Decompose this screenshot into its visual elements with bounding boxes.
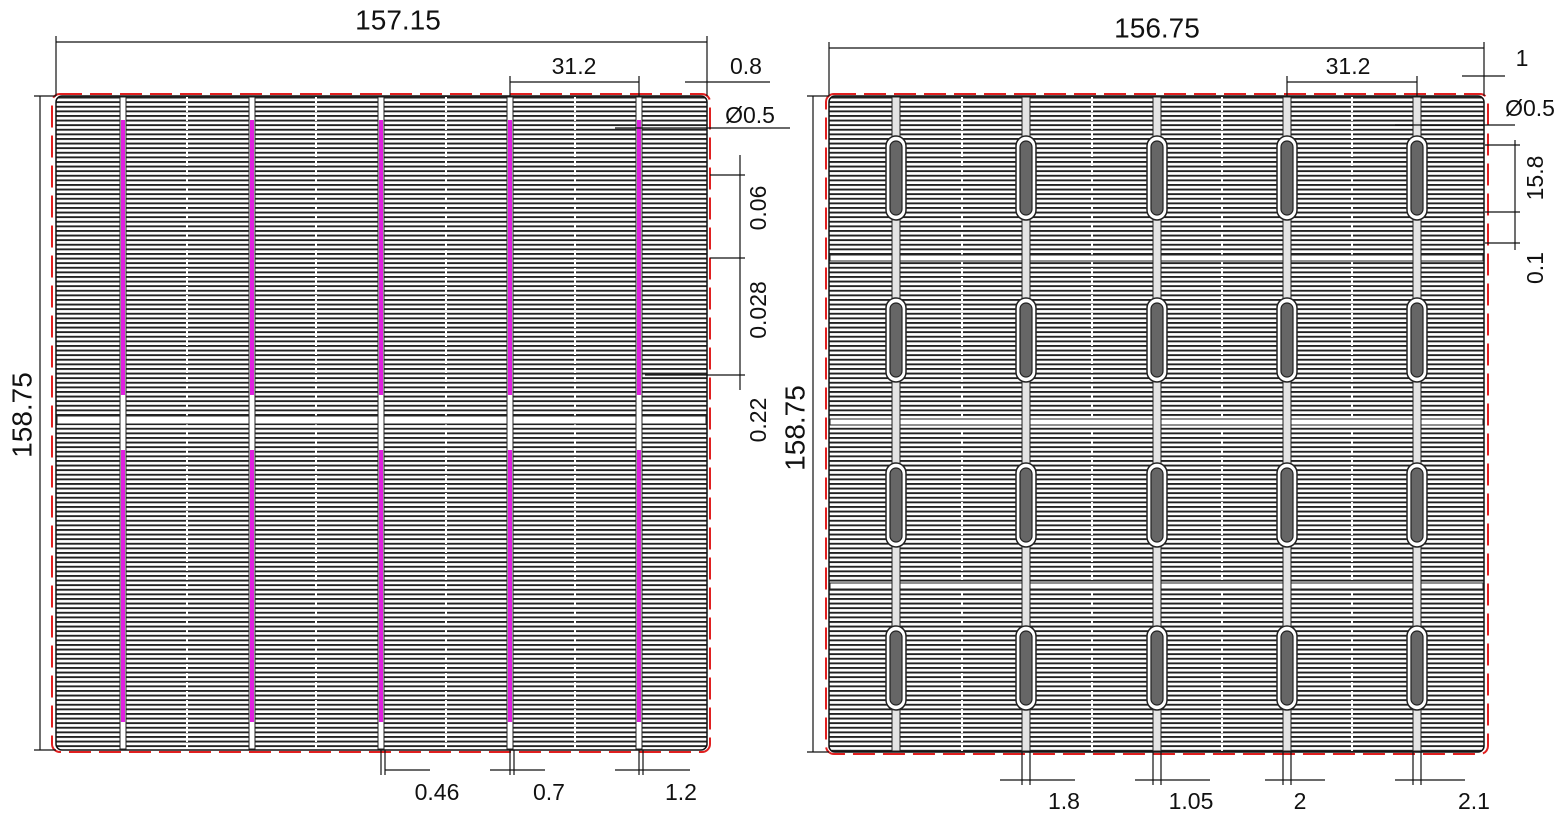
dim-pad-gap: 0.1: [1522, 252, 1548, 284]
pad-inner: [1019, 140, 1033, 216]
dim-height: 158.75: [779, 385, 810, 471]
pad-inner: [1019, 467, 1033, 543]
dim-pitch: 31.2: [552, 53, 597, 79]
dim-width: 156.75: [1114, 12, 1200, 43]
dim-band: 0.22: [745, 398, 771, 443]
dim-width: 157.15: [355, 4, 441, 35]
busbar-gap: [635, 96, 643, 750]
pad-inner: [1019, 302, 1033, 378]
dim-bottom: 0.7: [533, 779, 565, 805]
dim-bottom: 1.05: [1169, 788, 1214, 814]
dim-bottom: 2.1: [1458, 788, 1490, 814]
dim-edge: 0.8: [730, 53, 762, 79]
dim-hole: Ø0.5: [1505, 95, 1555, 121]
dim-edge: 1: [1516, 45, 1529, 71]
features: [56, 96, 1484, 752]
busbar-gap: [119, 96, 127, 750]
dim-finger-width: 0.028: [745, 281, 771, 339]
busbar-gap: [377, 96, 385, 750]
busbar-gap: [506, 96, 514, 750]
busbar: [1021, 96, 1031, 752]
busbar: [1152, 96, 1162, 752]
pad-inner: [1150, 630, 1164, 706]
busbar-gap: [248, 96, 256, 750]
busbar: [1412, 96, 1422, 752]
pad-inner: [1280, 302, 1294, 378]
pad-inner: [889, 302, 903, 378]
dim-pad-length: 15.8: [1522, 156, 1548, 201]
pad-inner: [1150, 140, 1164, 216]
pad-inner: [889, 630, 903, 706]
pad-inner: [1280, 467, 1294, 543]
pad-inner: [1280, 140, 1294, 216]
dim-height: 158.75: [6, 372, 37, 458]
pad-inner: [1019, 630, 1033, 706]
busbar: [1282, 96, 1292, 752]
dimension-lines-left: [34, 36, 790, 775]
dim-finger-gap: 0.06: [745, 186, 771, 231]
dim-bottom: 1.2: [665, 779, 697, 805]
busbar: [891, 96, 901, 752]
pad-inner: [1410, 140, 1424, 216]
pad-inner: [1410, 302, 1424, 378]
cell-right-outline: [825, 93, 1489, 755]
dim-hole: Ø0.5: [725, 102, 775, 128]
pad-inner: [1410, 630, 1424, 706]
dimension-lines-right: [807, 42, 1520, 785]
pad-inner: [1150, 467, 1164, 543]
pad-inner: [1150, 302, 1164, 378]
dim-bottom: 2: [1294, 788, 1307, 814]
pad-inner: [889, 140, 903, 216]
pad-inner: [889, 467, 903, 543]
dim-bottom: 1.8: [1048, 788, 1080, 814]
pad-inner: [1410, 467, 1424, 543]
pad-inner: [1280, 630, 1294, 706]
dim-bottom: 0.46: [415, 779, 460, 805]
dim-pitch: 31.2: [1326, 53, 1371, 79]
